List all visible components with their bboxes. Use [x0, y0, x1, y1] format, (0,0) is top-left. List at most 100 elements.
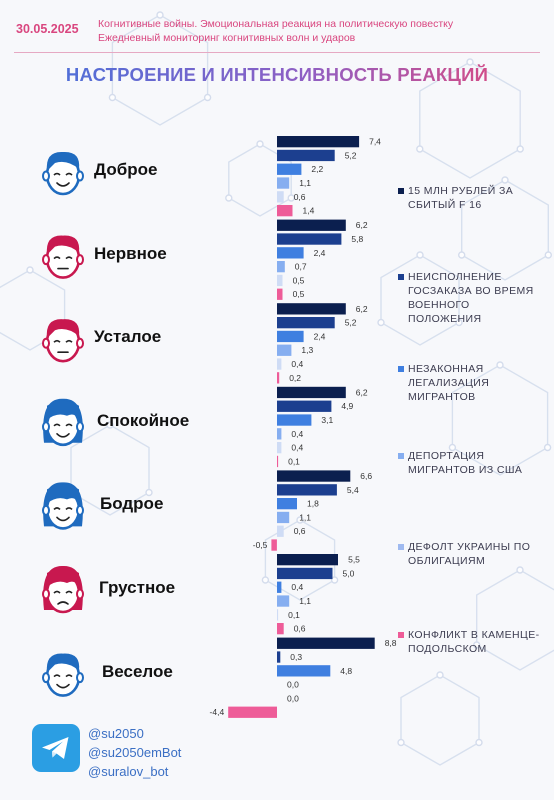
legend-swatch [398, 188, 404, 194]
bar [277, 330, 304, 343]
bar [277, 372, 280, 384]
mood-label: Доброе [94, 160, 158, 179]
value-label: 0,2 [289, 373, 301, 383]
bar [277, 274, 283, 287]
bar [277, 498, 297, 510]
value-label: 1,3 [301, 345, 313, 355]
bar [277, 595, 290, 607]
bar [277, 414, 312, 426]
value-label: 1,1 [299, 596, 311, 606]
mood-label: Бодрое [100, 494, 164, 514]
subtitle-line-1: Когнитивные войны. Эмоциональная реакция… [98, 18, 454, 30]
value-label: 5,0 [343, 568, 355, 578]
bar [228, 706, 277, 718]
bar [277, 177, 290, 189]
bar [277, 428, 282, 440]
value-label: 0,4 [291, 359, 303, 369]
legend-label: ДЕПОРТАЦИЯ МИГРАНТОВ ИЗ США [408, 450, 523, 476]
bar [277, 233, 342, 245]
bar [277, 219, 346, 231]
value-label: 2,2 [311, 164, 323, 174]
mood-label: Веселое [102, 661, 173, 681]
value-label: 0,6 [294, 192, 306, 202]
bar [277, 637, 375, 649]
legend-swatch [398, 544, 404, 550]
happy-man-icon [42, 653, 84, 697]
bar [277, 205, 293, 217]
subtitle-line-2: Ежедневный мониторинг когнитивных волн и… [98, 32, 356, 44]
value-label: 0,3 [290, 652, 302, 662]
value-label: 8,8 [385, 638, 397, 648]
bar [277, 442, 282, 454]
value-label: 7,4 [369, 137, 381, 147]
value-label: 5,4 [347, 485, 359, 495]
bar [277, 609, 279, 621]
value-label: 6,2 [356, 304, 368, 314]
report-date: 30.05.2025 [16, 22, 79, 36]
legend-label: НЕЗАКОННАЯ ЛЕГАЛИЗАЦИЯ МИГРАНТОВ [408, 363, 490, 403]
bar [277, 665, 331, 677]
legend-swatch [398, 274, 404, 280]
value-label: 4,8 [340, 666, 352, 676]
value-label: -0,5 [253, 540, 268, 550]
handle-link[interactable]: @su2050 [88, 726, 144, 741]
mood-label: Грустное [99, 578, 176, 597]
legend-label: 15 МЛН РУБЛЕЙ ЗА СБИТЫЙ F 16 [408, 185, 514, 211]
bar [277, 386, 346, 399]
value-label: 5,8 [351, 234, 363, 244]
bar [277, 303, 346, 315]
bar [277, 163, 302, 175]
sad-woman-icon [42, 565, 84, 614]
value-label: 0,1 [288, 456, 300, 466]
bar [277, 317, 335, 329]
value-label: 4,9 [341, 401, 353, 411]
value-label: 0,6 [294, 624, 306, 634]
mood-label: Нервное [94, 243, 167, 263]
value-label: 1,8 [307, 499, 319, 509]
header-divider [14, 52, 540, 53]
value-label: -4,4 [210, 707, 225, 717]
handle-link[interactable]: @su2050emBot [88, 745, 182, 760]
value-label: 5,2 [345, 150, 357, 160]
bar [277, 344, 292, 356]
value-label: 0,4 [291, 429, 303, 439]
value-label: 0,7 [295, 262, 307, 272]
handle-link[interactable]: @suralov_bot [88, 764, 169, 779]
value-label: 0,5 [293, 275, 305, 285]
bar [277, 511, 290, 524]
value-label: 2,4 [314, 248, 326, 258]
bar [277, 525, 284, 537]
value-label: 0,0 [287, 680, 299, 690]
mood-label: Усталое [94, 327, 162, 347]
chart-title: НАСТРОЕНИЕ И ИНТЕНСИВНОСТЬ РЕАКЦИЙ [0, 64, 554, 86]
legend-label: ДЕФОЛТ УКРАИНЫ ПО ОБЛИГАЦИЯМ [408, 541, 531, 567]
value-label: 6,6 [360, 471, 372, 481]
telegram-handles: @su2050 @su2050emBot @suralov_bot [88, 724, 181, 781]
bar [277, 191, 284, 203]
smiling-man-icon [42, 151, 84, 196]
value-label: 1,4 [303, 206, 315, 216]
legend-label: КОНФЛИКТ В КАМЕНЦЕ-ПОДОЛЬСКОМ [408, 629, 540, 655]
bar [277, 554, 338, 566]
value-label: 0,1 [288, 610, 300, 620]
legend-swatch [398, 453, 404, 459]
bar [277, 470, 351, 482]
value-label: 5,2 [345, 318, 357, 328]
tired-man-icon [42, 319, 84, 363]
value-label: 0,6 [294, 526, 306, 536]
value-label: 0,5 [293, 289, 305, 299]
bar [277, 455, 279, 468]
value-label: 6,2 [356, 387, 368, 397]
bar [277, 358, 282, 370]
nervous-man-icon [42, 235, 84, 279]
bar [277, 261, 285, 273]
value-label: 3,1 [321, 415, 333, 425]
telegram-icon[interactable] [32, 724, 80, 772]
bar [277, 400, 332, 412]
value-label: 0,4 [291, 443, 303, 453]
bar [277, 149, 335, 162]
value-label: 6,2 [356, 220, 368, 230]
legend-swatch [398, 632, 404, 638]
